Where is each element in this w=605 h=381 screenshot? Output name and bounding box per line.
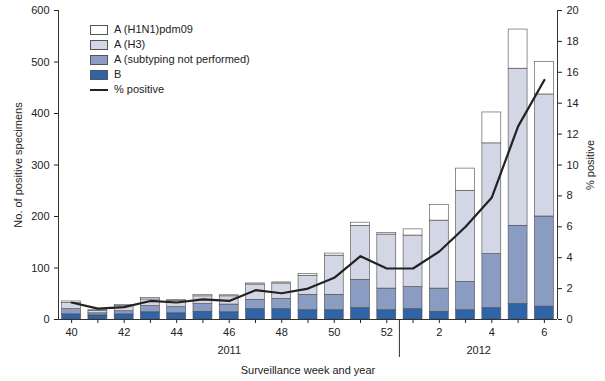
html-text:A (H1N1)pdm09: A (H1N1)pdm09 <box>114 23 193 35</box>
svg-text:52: 52 <box>381 326 393 338</box>
svg-text:50: 50 <box>328 326 340 338</box>
html-text:% positive: % positive <box>114 83 165 95</box>
svg-text:2: 2 <box>436 326 442 338</box>
svg-text:2: 2 <box>567 282 573 294</box>
svg-text:12: 12 <box>567 128 579 140</box>
svg-text:4: 4 <box>489 326 495 338</box>
svg-text:Surveillance week and year: Surveillance week and year <box>241 364 376 376</box>
svg-text:2012: 2012 <box>466 344 490 356</box>
svg-text:200: 200 <box>31 210 49 222</box>
svg-text:14: 14 <box>567 97 579 109</box>
svg-text:0: 0 <box>43 313 49 325</box>
svg-text:No. of positive specimens: No. of positive specimens <box>12 102 24 228</box>
svg-text:100: 100 <box>31 262 49 274</box>
svg-text:% positive: % positive <box>584 140 596 190</box>
svg-text:48: 48 <box>276 326 288 338</box>
svg-text:46: 46 <box>223 326 235 338</box>
svg-text:40: 40 <box>66 326 78 338</box>
svg-text:600: 600 <box>31 4 49 16</box>
svg-text:400: 400 <box>31 107 49 119</box>
html-text:B: B <box>114 68 122 80</box>
html-text:A (subtyping not performed): A (subtyping not performed) <box>114 53 250 65</box>
svg-text:300: 300 <box>31 159 49 171</box>
svg-text:8: 8 <box>567 189 573 201</box>
svg-text:44: 44 <box>171 326 183 338</box>
svg-text:6: 6 <box>541 326 547 338</box>
svg-text:4: 4 <box>567 251 573 263</box>
html-text:A (H3): A (H3) <box>114 38 146 50</box>
svg-text:0: 0 <box>567 313 573 325</box>
svg-text:10: 10 <box>567 159 579 171</box>
svg-text:16: 16 <box>567 66 579 78</box>
svg-text:18: 18 <box>567 35 579 47</box>
svg-text:500: 500 <box>31 56 49 68</box>
svg-text:20: 20 <box>567 4 579 16</box>
svg-text:42: 42 <box>118 326 130 338</box>
svg-text:2011: 2011 <box>217 344 241 356</box>
svg-text:6: 6 <box>567 220 573 232</box>
